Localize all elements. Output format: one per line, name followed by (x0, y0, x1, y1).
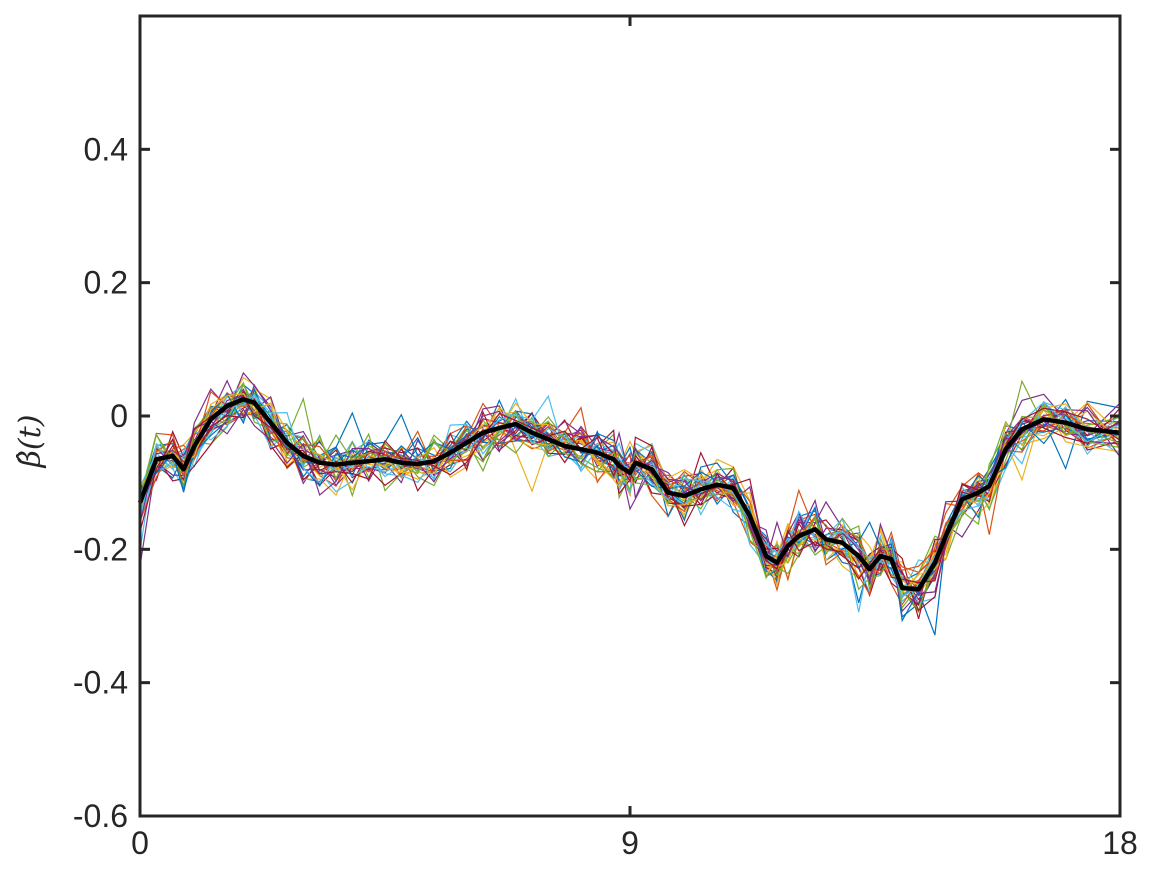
x-tick-label: 9 (621, 825, 639, 861)
y-tick-label: -0.4 (73, 665, 128, 701)
x-tick-label: 0 (131, 825, 149, 861)
replicate-series-line (139, 390, 1121, 596)
mean-series-group (137, 397, 1121, 592)
replicate-series-line (139, 393, 1121, 595)
y-tick-label: 0.4 (84, 131, 128, 167)
replicate-series-line (139, 394, 1121, 604)
x-tick-label: 18 (1102, 825, 1138, 861)
plot-frame (138, 14, 1122, 818)
replicate-series-line (139, 404, 1121, 606)
y-tick-label: 0.2 (84, 265, 128, 301)
replicate-series-line (139, 390, 1121, 594)
mean-series-line (137, 397, 1121, 592)
y-axis-tick-labels: -0.6 -0.4 -0.2 0 0.2 0.4 (73, 131, 128, 834)
x-axis-tick-labels: 0 9 18 (131, 825, 1138, 861)
y-tick-label: -0.2 (73, 531, 128, 567)
axis-ticks (138, 16, 1122, 818)
y-tick-label: -0.6 (73, 798, 128, 834)
y-tick-label: 0 (110, 398, 128, 434)
replicate-series-line (139, 391, 1121, 620)
replicate-series-group (139, 371, 1121, 636)
y-axis-label: β̂(t) (13, 415, 48, 469)
